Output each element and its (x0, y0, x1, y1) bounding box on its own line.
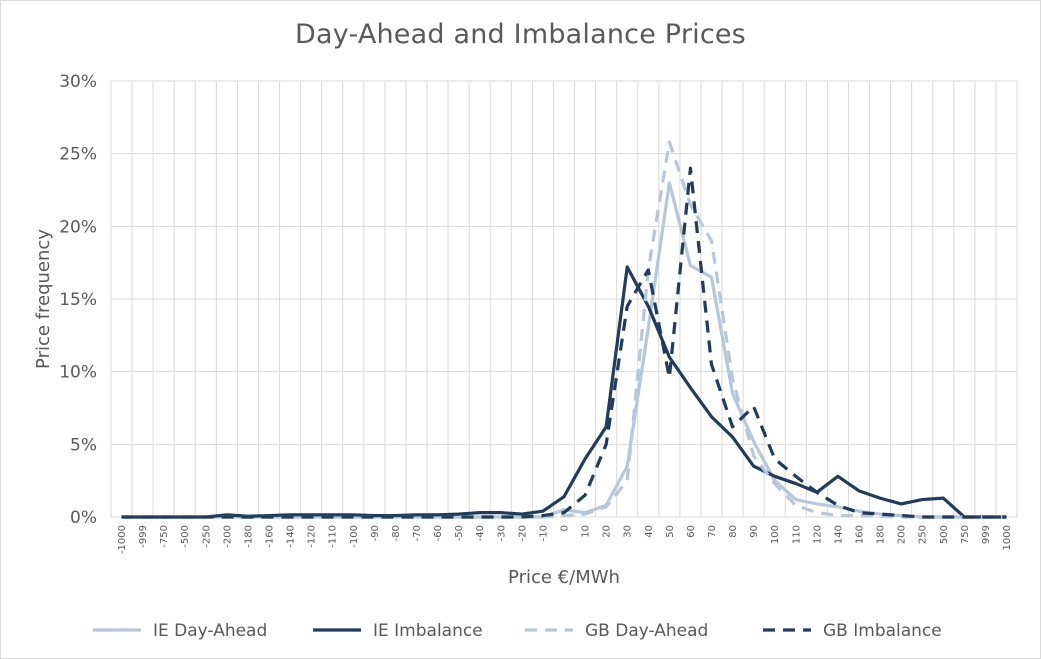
x-tick-label: -250 (201, 525, 212, 548)
x-tick-label: 100 (770, 525, 781, 544)
x-tick-label: 500 (939, 525, 950, 544)
x-tick-label: -30 (496, 525, 507, 541)
series-lines (121, 140, 1007, 519)
x-tick-label: -140 (286, 525, 297, 548)
x-tick-label: 40 (644, 525, 655, 538)
legend-label: IE Day-Ahead (153, 621, 267, 641)
x-tick-label: -160 (265, 525, 276, 548)
x-tick-label: 1000 (1002, 525, 1013, 550)
x-tick-label: 90 (749, 525, 760, 538)
gridlines (110, 80, 1018, 518)
x-tick-label: -40 (475, 525, 486, 541)
x-tick-label: 60 (686, 525, 697, 538)
x-tick-label: 999 (981, 525, 992, 544)
x-tick-label: 0 (560, 525, 571, 531)
x-tick-label: 750 (960, 525, 971, 544)
x-tick-label: 120 (812, 525, 823, 544)
y-axis-tick-labels: 0% 5% 10% 15% 20% 25% 30% (59, 72, 97, 528)
x-tick-label: -120 (307, 525, 318, 548)
legend: IE Day-Ahead IE Imbalance GB Day-Ahead GB I… (93, 621, 942, 641)
x-tick-label: -10 (538, 525, 549, 541)
y-tick-label: 25% (59, 145, 97, 165)
x-tick-label: -750 (159, 525, 170, 548)
x-tick-label: -60 (433, 525, 444, 541)
x-tick-label: 110 (791, 525, 802, 544)
y-tick-label: 20% (59, 217, 97, 237)
legend-label: IE Imbalance (373, 621, 483, 641)
x-tick-label: -50 (454, 525, 465, 541)
x-tick-label: 180 (876, 525, 887, 544)
y-tick-label: 0% (70, 508, 97, 528)
x-tick-label: 10 (581, 525, 592, 538)
x-tick-label: -90 (370, 525, 381, 541)
x-tick-label: -100 (349, 525, 360, 548)
x-tick-label: 160 (854, 525, 865, 544)
x-tick-label: -20 (517, 525, 528, 541)
x-tick-label: -200 (222, 525, 233, 548)
x-tick-label: 30 (623, 525, 634, 538)
x-tick-label: 250 (918, 525, 929, 544)
x-tick-label: -70 (412, 525, 423, 541)
x-axis-tick-labels: -1000 -999 -750 -500 -250 -200 -180 -160 -140 -12… (117, 525, 1013, 554)
x-tick-label: 70 (707, 525, 718, 538)
x-tick-label: -80 (391, 525, 402, 541)
x-tick-label: -110 (328, 525, 339, 548)
x-tick-label: -500 (180, 525, 191, 548)
series-line-gb-day-ahead (121, 140, 1007, 519)
chart-title: Day-Ahead and Imbalance Prices (295, 19, 746, 50)
x-tick-label: 200 (897, 525, 908, 544)
x-tick-label: -999 (138, 525, 149, 548)
x-axis-title: Price €/MWh (508, 567, 620, 588)
x-tick-label: 80 (728, 525, 739, 538)
legend-label: GB Day-Ahead (585, 621, 708, 641)
x-tick-label: -180 (243, 525, 254, 548)
y-tick-label: 5% (70, 435, 97, 455)
x-tick-label: 140 (833, 525, 844, 544)
y-tick-label: 15% (59, 290, 97, 310)
series-line-ie-day-ahead (121, 181, 1007, 519)
y-axis-title: Price frequency (33, 229, 54, 369)
y-tick-label: 10% (59, 363, 97, 383)
y-tick-label: 30% (59, 72, 97, 92)
series-line-gb-imbalance (121, 166, 1007, 519)
legend-label: GB Imbalance (823, 621, 942, 641)
series-line-ie-imbalance (121, 265, 1007, 519)
x-tick-label: 50 (665, 525, 676, 538)
x-tick-label: 20 (602, 525, 613, 538)
x-tick-label: -1000 (117, 525, 128, 554)
